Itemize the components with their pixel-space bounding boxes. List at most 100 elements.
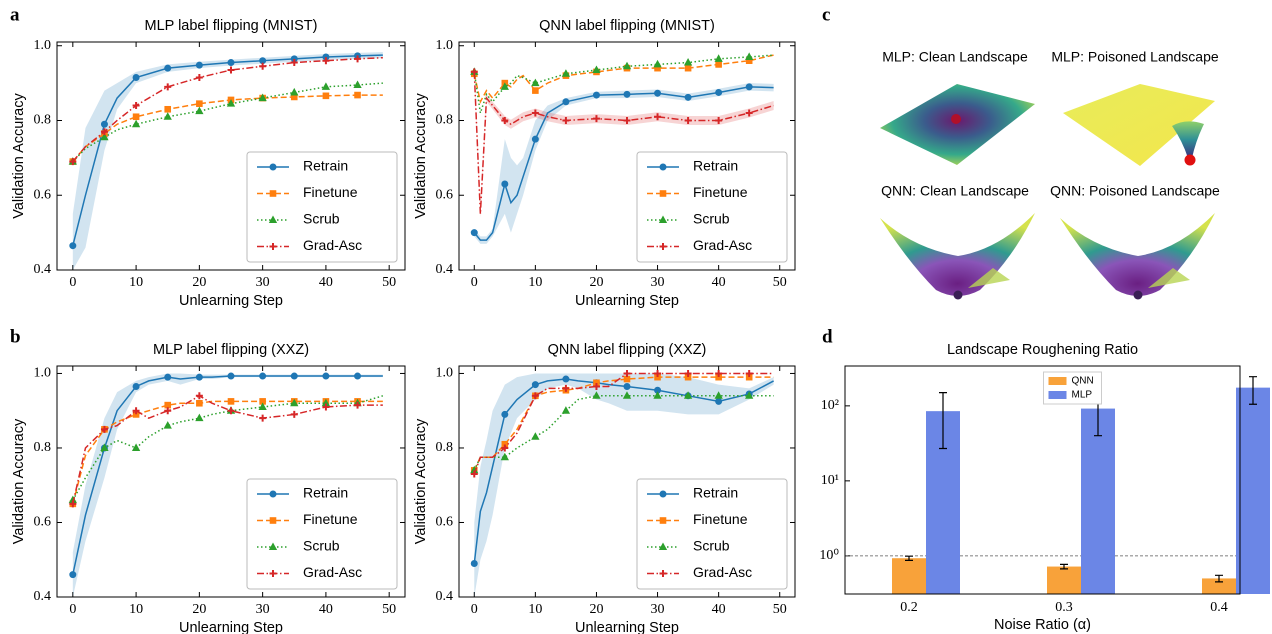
marker: [501, 180, 509, 188]
x-tick-label: 40: [712, 602, 726, 617]
marker: [562, 375, 570, 383]
x-axis-label: Unlearning Step: [575, 620, 679, 634]
y-axis-label: Validation Accuracy: [11, 93, 27, 219]
marker: [659, 243, 667, 250]
series-line: [473, 378, 774, 564]
legend-label: Scrub: [303, 538, 340, 554]
legend-label: Retrain: [693, 158, 738, 174]
marker: [470, 470, 478, 478]
panel-label: b: [10, 326, 21, 347]
series-line: [72, 394, 383, 505]
marker: [290, 410, 298, 418]
marker: [592, 391, 601, 399]
marker: [195, 413, 204, 422]
legend-label: Retrain: [693, 485, 738, 501]
x-axis-label: Noise Ratio (α): [994, 617, 1091, 633]
marker: [164, 407, 172, 415]
marker: [622, 391, 632, 399]
x-tick-label: 10: [129, 602, 143, 617]
marker: [683, 58, 693, 66]
marker: [290, 59, 298, 67]
panel-label: a: [10, 4, 20, 25]
legend-box: [636, 151, 788, 263]
marker: [715, 61, 722, 68]
y-tick-label: 1.0: [436, 366, 454, 381]
x-tick-label: 50: [382, 602, 396, 617]
y-tick-label: 0.8: [436, 113, 454, 128]
marker: [623, 382, 631, 390]
x-tick-label: 30: [651, 602, 665, 617]
marker: [227, 407, 235, 415]
landscape-title: QNN: Clean Landscape: [881, 183, 1029, 199]
marker: [164, 401, 172, 409]
y-tick-label: 0.6: [34, 187, 52, 202]
series-line: [72, 400, 383, 505]
y-tick-label: 0.8: [34, 440, 52, 455]
marker: [269, 490, 277, 498]
x-tick-label: 50: [773, 602, 787, 617]
marker: [592, 382, 600, 390]
marker: [164, 373, 172, 381]
x-tick-label: 10: [129, 275, 143, 290]
marker: [100, 443, 109, 451]
marker: [658, 542, 668, 550]
y-tick-label: 1.0: [436, 38, 454, 53]
marker: [684, 93, 692, 101]
legend-label: Grad-Asc: [693, 564, 752, 580]
error-bar: [939, 392, 947, 450]
x-tick-label: 20: [192, 602, 206, 617]
x-tick-label: 20: [589, 275, 603, 290]
series-line: [72, 56, 383, 163]
chart-title: QNN label flipping (MNIST): [539, 18, 715, 34]
y-axis-label: Validation Accuracy: [413, 418, 429, 544]
marker: [196, 399, 203, 407]
marker: [659, 490, 667, 498]
marker: [745, 369, 753, 377]
x-tick-label: 10: [528, 275, 542, 290]
marker: [654, 113, 662, 121]
y-axis-label: Validation Accuracy: [11, 418, 27, 544]
x-tick-label: 40: [319, 602, 333, 617]
marker: [659, 163, 667, 171]
marker: [500, 452, 509, 461]
legend-label: Finetune: [693, 184, 748, 200]
marker: [470, 229, 478, 237]
marker: [132, 102, 140, 110]
bowl-surface: [1060, 213, 1215, 296]
marker: [227, 372, 235, 380]
marker: [470, 559, 478, 567]
y-tick-label: 0.6: [436, 515, 454, 530]
legend-swatch: [1048, 377, 1067, 385]
legend-swatch: [1048, 391, 1067, 399]
marker: [353, 80, 362, 88]
marker: [164, 64, 172, 72]
marker: [227, 398, 235, 405]
legend-label: Finetune: [303, 184, 358, 200]
marker: [561, 69, 571, 77]
axes-frame: [844, 365, 1241, 595]
marker: [501, 410, 509, 418]
marker: [684, 369, 692, 377]
marker: [100, 128, 108, 136]
marker: [715, 397, 723, 405]
x-tick-label: 0: [471, 602, 478, 617]
x-axis-label: Unlearning Step: [575, 293, 679, 309]
legend-label: Scrub: [693, 538, 730, 554]
marker: [195, 74, 203, 82]
marker: [195, 61, 203, 69]
marker: [623, 369, 631, 377]
x-tick-label: 20: [192, 275, 206, 290]
marker: [258, 402, 267, 410]
minimum: [1133, 290, 1143, 300]
marker: [227, 66, 235, 74]
marker: [715, 116, 723, 124]
x-tick-label: 40: [319, 275, 333, 290]
marker: [715, 88, 723, 96]
marker: [562, 116, 570, 124]
marker: [259, 62, 267, 70]
marker: [659, 517, 667, 524]
legend-label: QNN: [1072, 376, 1094, 387]
marker: [715, 369, 723, 377]
marker: [100, 120, 108, 128]
